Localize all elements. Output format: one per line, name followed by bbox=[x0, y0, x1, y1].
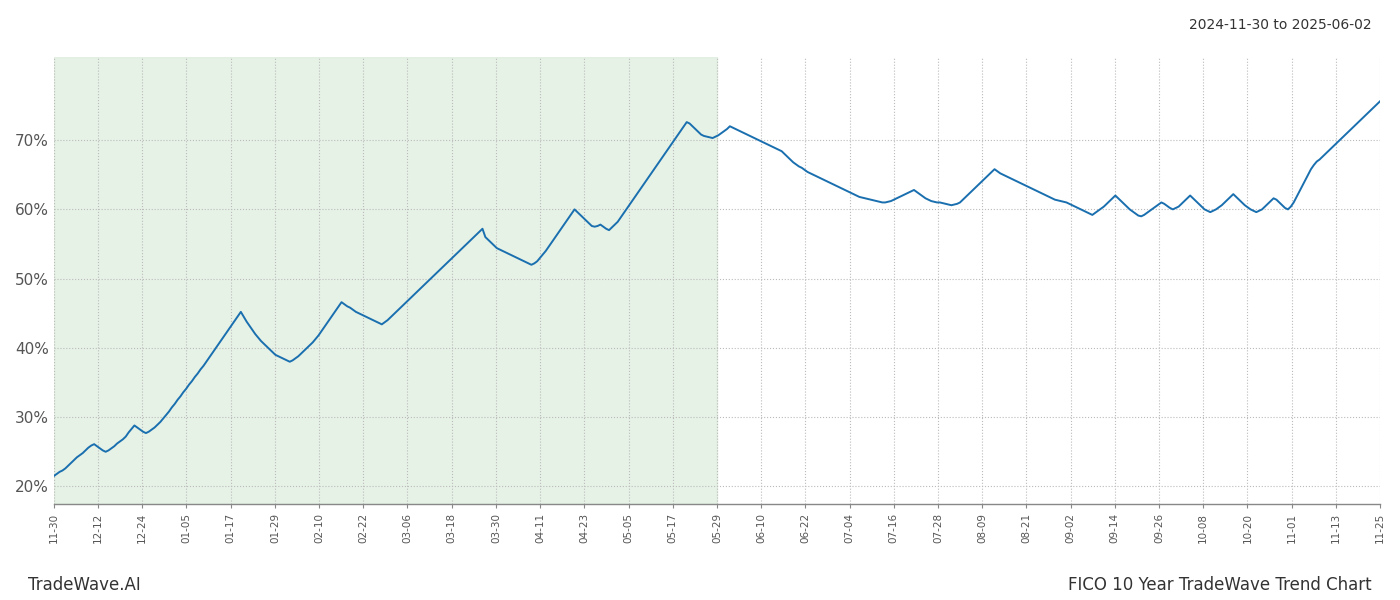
Text: TradeWave.AI: TradeWave.AI bbox=[28, 576, 141, 594]
Text: 2024-11-30 to 2025-06-02: 2024-11-30 to 2025-06-02 bbox=[1190, 18, 1372, 32]
Text: FICO 10 Year TradeWave Trend Chart: FICO 10 Year TradeWave Trend Chart bbox=[1068, 576, 1372, 594]
Bar bbox=[53, 57, 717, 504]
